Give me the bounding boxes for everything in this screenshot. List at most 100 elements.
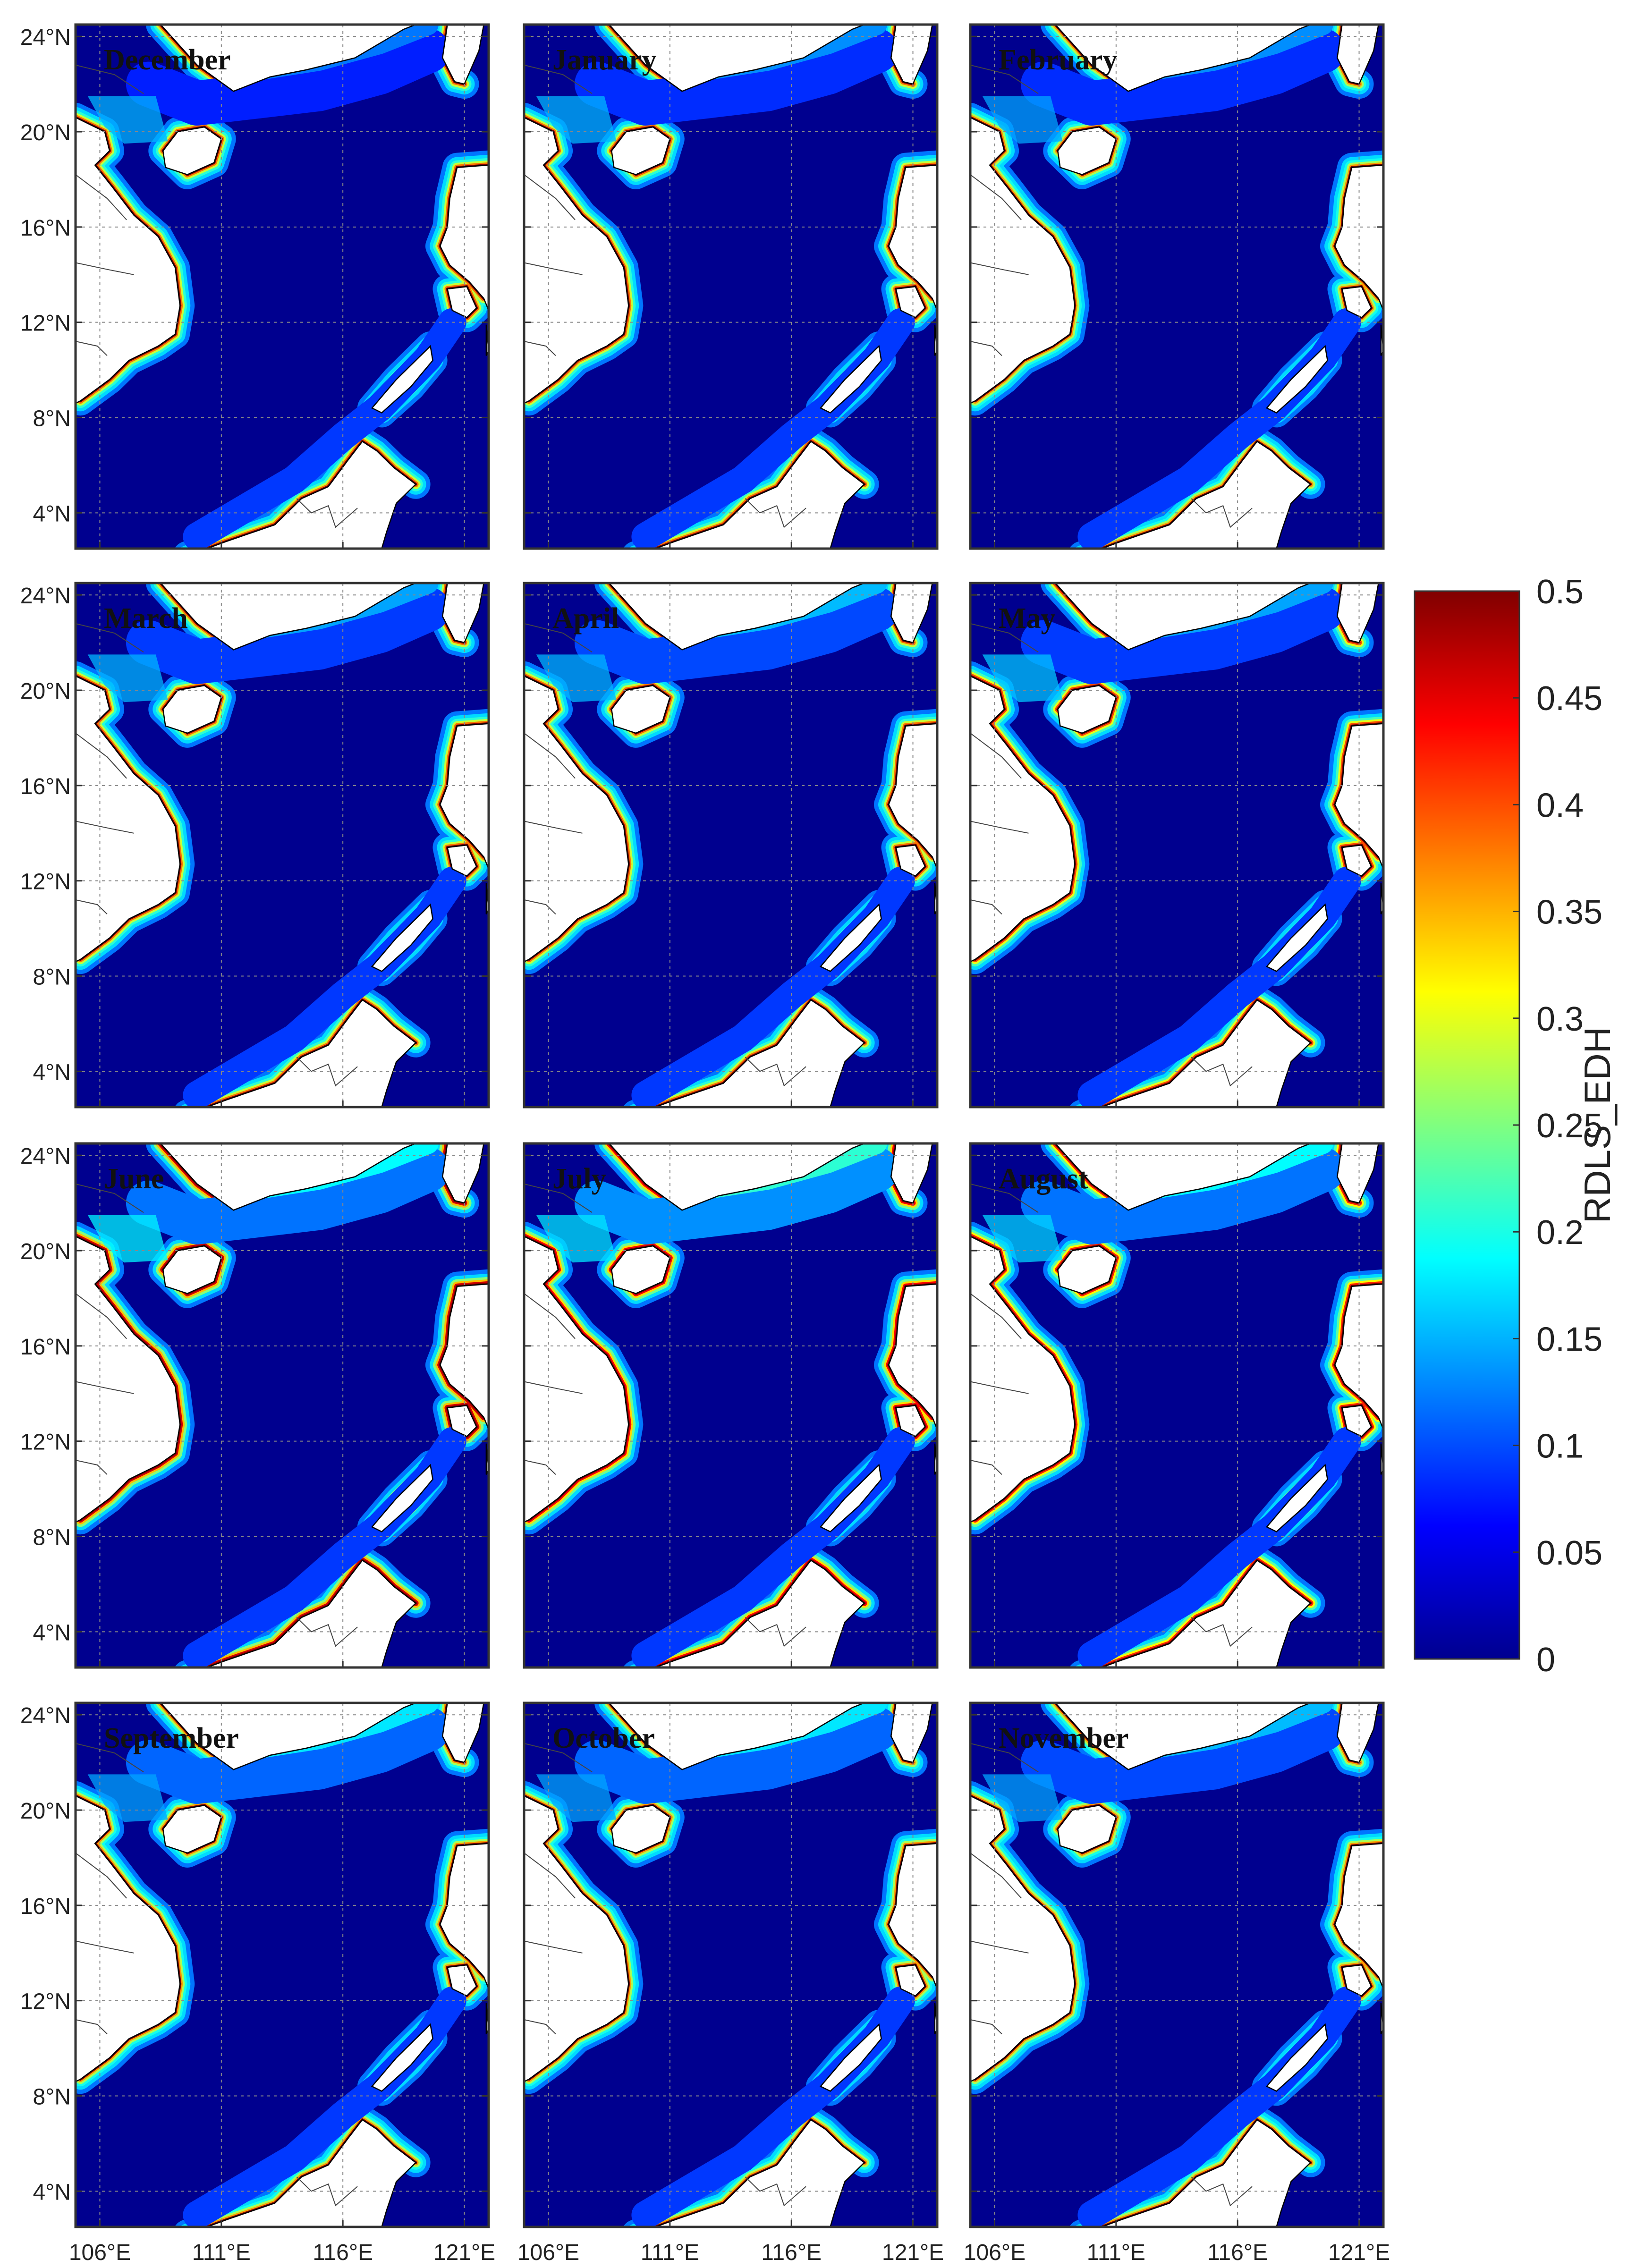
lat-tick-label: 12°N [20,870,71,895]
land-hainan [610,1245,671,1295]
land-indochina [524,1703,629,2082]
country-border [524,1940,583,1954]
colorbar: 0.5 0.45 0.4 0.35 0.3 0.25 0.2 0.15 0.1 0.05 0 RDL… [1414,573,1618,1679]
land-hainan [1057,685,1117,734]
month-label: April [552,602,619,635]
lat-tick-label: 24°N [20,1144,71,1169]
country-border [76,821,134,834]
panel-frame [74,1701,490,2228]
land-mindoro [446,844,477,877]
month-label: July [552,1163,606,1195]
panels-layer: December 24°N 20°N 16°N 12°N 8°N 4°N January Feb… [20,23,1390,2265]
colorbar-tick-label: 0.45 [1536,680,1602,718]
country-border [76,341,108,356]
panel-frame [74,582,490,1109]
land-mainland [524,1703,865,1770]
gulf-shelf [982,1215,1063,1263]
land-indochina [970,25,1076,404]
country-border [970,2019,1002,2035]
map-panel-july: July [523,1142,939,1669]
land-hainan [610,126,671,176]
country-border [76,1853,127,1899]
panel-frame [523,23,939,550]
colorbar-tick-label: 0.1 [1536,1428,1584,1465]
land-indochina [76,25,181,404]
map-panel-november: November 106°E 111°E 116°E 121°E [964,1701,1390,2265]
land-indochina [76,583,181,963]
land-taiwan [890,1143,933,1204]
panel-frame [74,23,490,550]
shelf-band [1020,1707,1345,1804]
lon-tick-label: 121°E [882,2240,944,2265]
land-palawan [371,1464,433,1532]
land-mainland [970,1143,1311,1211]
country-border [524,821,583,834]
colorbar-tick-label: 0 [1536,1641,1555,1679]
lat-tick-label: 24°N [20,1703,71,1728]
map-panel-december: December 24°N 20°N 16°N 12°N 8°N 4°N [20,23,490,550]
shelf-band [126,1147,450,1244]
lat-tick-label: 20°N [20,679,71,704]
colorbar-tick-label: 0.25 [1536,1107,1602,1145]
country-border [970,1381,1029,1394]
land-taiwan [441,1703,484,1763]
shelf-band [574,28,899,126]
land-indochina [76,1703,181,2082]
land-palawan [1265,345,1328,414]
land-palawan [1265,1464,1328,1532]
colorbar-tick-label: 0.05 [1536,1534,1602,1572]
land-mindoro [895,286,926,319]
lat-tick-label: 4°N [33,1620,71,1645]
lon-tick-label: 111°E [641,2240,699,2265]
land-palawan [819,345,882,414]
country-border [76,899,108,915]
gulf-shelf [982,1774,1063,1822]
panel-frame [523,1142,939,1669]
shelf-band [574,587,899,684]
panel-frame [969,1142,1385,1669]
colorbar-tick-label: 0.15 [1536,1320,1602,1358]
land-borneo [1073,999,1312,1107]
country-border [76,1293,127,1339]
shelf-band [126,28,450,126]
country-border [524,1381,583,1394]
lon-tick-label: 116°E [313,2240,373,2265]
land-hainan [1057,1245,1117,1295]
land-hainan [162,1804,222,1854]
shelf-band [574,1147,899,1244]
land-indochina [970,1703,1076,2082]
land-taiwan [441,25,484,85]
country-border [524,623,593,653]
land-indochina [76,1143,181,1523]
land-indochina [524,25,629,404]
shelf-band [574,1707,899,1804]
shelf-band [1020,28,1345,126]
colorbar-tick-label: 0.2 [1536,1214,1584,1252]
map-field [524,25,937,549]
land-palawan [1265,2023,1328,2092]
map-field [524,1143,937,1667]
map-field [76,583,489,1107]
country-border [76,174,127,220]
lat-tick-label: 20°N [20,120,71,145]
land-borneo [627,440,865,549]
land-mainland [76,1703,416,1770]
colorbar-tick-label: 0.5 [1536,573,1584,611]
land-hainan [162,1245,222,1295]
map-panel-august: August [969,1142,1385,1669]
land-hainan [1057,126,1117,176]
gulf-shelf [536,96,617,144]
land-taiwan [890,25,933,85]
country-border [970,1743,1039,1773]
lon-tick-label: 106°E [517,2240,579,2265]
land-palawan [1265,903,1328,972]
colorbar-gradient [1414,590,1520,1660]
land-borneo [1073,1559,1312,1667]
month-label: October [552,1722,655,1754]
gulf-shelf [982,654,1063,702]
colorbar-label: RDLS_EDH [1577,1027,1618,1223]
land-mindoro [895,1964,926,1997]
lon-tick-label: 121°E [433,2240,495,2265]
country-border [524,733,576,779]
